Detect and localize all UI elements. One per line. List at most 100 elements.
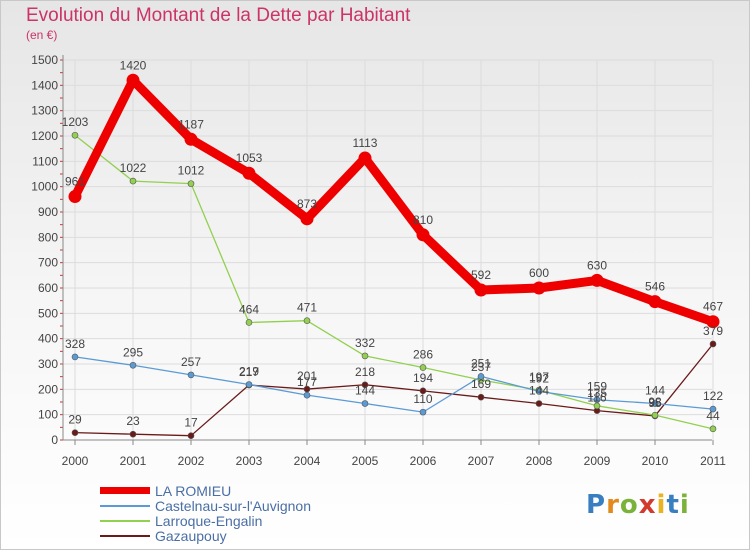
data-label: 332 <box>355 336 375 350</box>
data-point <box>535 400 543 407</box>
y-tick-label: 800 <box>38 230 58 244</box>
data-label: 17 <box>184 416 198 430</box>
data-point <box>535 388 543 395</box>
data-label: 1053 <box>236 151 263 165</box>
data-point <box>303 317 311 324</box>
legend-item: Castelnau-sur-l'Auvignon <box>100 498 311 514</box>
legend-item: Larroque-Engalin <box>100 513 311 529</box>
y-tick-label: 100 <box>38 408 58 422</box>
data-label: 23 <box>126 414 140 428</box>
data-label: 218 <box>355 365 375 379</box>
data-label: 98 <box>648 395 662 409</box>
data-point <box>416 228 430 242</box>
data-label: 192 <box>529 371 549 385</box>
y-tick-label: 600 <box>38 281 58 295</box>
data-label: 169 <box>471 377 491 391</box>
y-tick-label: 1000 <box>31 180 58 194</box>
data-label: 961 <box>65 175 85 189</box>
logo-letter: i <box>656 490 667 520</box>
series-line <box>74 343 714 437</box>
data-label: 159 <box>587 380 607 394</box>
data-label: 29 <box>68 413 82 427</box>
data-label: 592 <box>471 268 491 282</box>
unit-label: (en €) <box>26 28 58 42</box>
data-label: 122 <box>703 389 723 403</box>
series-line <box>74 134 714 430</box>
x-tick-label: 2003 <box>236 454 263 468</box>
y-tick-label: 300 <box>38 357 58 371</box>
data-point <box>303 391 311 399</box>
data-point <box>68 190 82 204</box>
x-tick-label: 2001 <box>120 454 147 468</box>
logo-letter: i <box>679 490 690 520</box>
data-label: 630 <box>587 258 607 272</box>
data-point <box>187 432 195 439</box>
legend-swatch <box>100 519 150 522</box>
data-point <box>477 373 485 380</box>
data-label: 257 <box>181 355 201 369</box>
data-point <box>709 340 717 348</box>
legend-swatch <box>100 534 150 537</box>
chart-title: Evolution du Montant de la Dette par Hab… <box>26 5 411 26</box>
x-tick-label: 2002 <box>178 454 205 468</box>
legend-item: Gazaupouy <box>100 527 311 544</box>
y-tick-label: 700 <box>38 256 58 270</box>
legend-label: LA ROMIEU <box>155 482 232 499</box>
data-point <box>419 387 427 395</box>
legend-swatch <box>100 487 150 494</box>
data-point <box>129 430 137 438</box>
data-label: 379 <box>703 324 723 338</box>
data-point <box>361 400 369 407</box>
data-point <box>358 151 372 165</box>
legend: LA ROMIEU Castelnau-sur-l'Auvignon Larroqu… <box>100 482 311 544</box>
data-label: 116 <box>587 391 606 405</box>
legend-item: LA ROMIEU <box>100 482 311 499</box>
logo-letter: t <box>666 490 680 520</box>
data-label: 135 <box>587 386 607 400</box>
data-label: 1022 <box>120 161 147 175</box>
data-label: 177 <box>297 375 317 389</box>
y-tick-label: 200 <box>38 382 58 396</box>
logo-letter: P <box>586 490 607 520</box>
data-label: 201 <box>297 369 317 383</box>
data-label: 44 <box>706 409 720 423</box>
series-line <box>70 75 718 327</box>
data-point <box>187 371 195 379</box>
x-tick-label: 2007 <box>468 454 495 468</box>
data-label: 217 <box>239 365 259 379</box>
data-label: 194 <box>413 371 433 385</box>
data-point <box>300 212 314 226</box>
data-point <box>706 315 720 329</box>
data-point <box>648 295 662 309</box>
logo-letter: x <box>638 490 657 520</box>
data-label: 286 <box>413 348 433 362</box>
data-label: 144 <box>355 384 375 398</box>
data-point <box>129 177 137 185</box>
data-label: 1113 <box>353 136 378 150</box>
y-tick-label: 400 <box>38 332 58 346</box>
data-point <box>474 283 488 297</box>
data-point <box>477 393 485 401</box>
data-label: 295 <box>123 345 143 359</box>
y-tick-label: 1100 <box>32 154 58 168</box>
data-label: 237 <box>471 360 491 374</box>
data-point <box>419 364 427 371</box>
x-tick-label: 2004 <box>294 454 321 468</box>
x-tick-label: 2010 <box>642 454 669 468</box>
data-label: 600 <box>529 266 549 280</box>
data-label: 471 <box>297 301 317 315</box>
data-label: 110 <box>413 392 432 406</box>
data-label: 467 <box>703 300 723 314</box>
data-label: 1012 <box>178 164 205 178</box>
x-tick-label: 2011 <box>700 454 726 468</box>
data-point <box>245 381 253 388</box>
legend-label: Gazaupouy <box>155 527 227 544</box>
proxiti-logo: Proxiti <box>586 490 690 520</box>
y-tick-label: 1200 <box>31 129 58 143</box>
logo-letter: r <box>606 490 620 520</box>
data-point <box>590 273 604 287</box>
data-label: 464 <box>239 302 259 316</box>
y-tick-label: 1500 <box>31 53 58 67</box>
data-point <box>242 166 256 180</box>
x-tick-label: 2009 <box>584 454 611 468</box>
